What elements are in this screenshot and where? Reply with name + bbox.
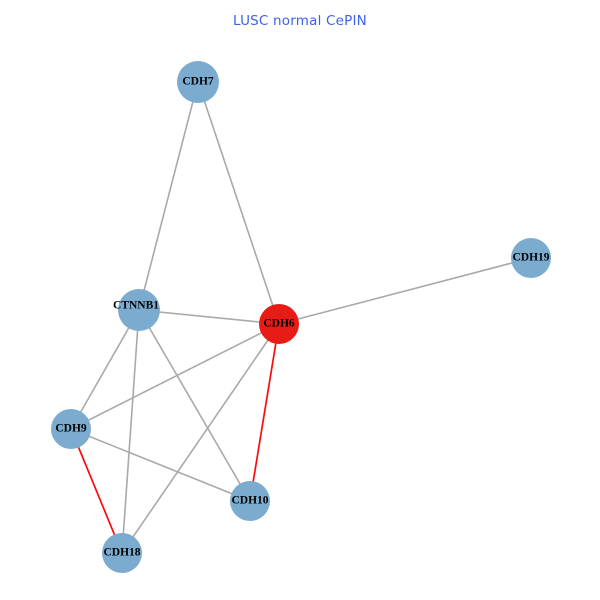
node-circle-cdh18[interactable]	[102, 533, 142, 573]
node-circle-cdh19[interactable]	[511, 238, 551, 278]
node-cdh10[interactable]: CDH10	[230, 481, 270, 521]
node-circle-cdh7[interactable]	[177, 61, 219, 103]
node-circle-cdh9[interactable]	[51, 409, 91, 449]
edge-cdh7-cdh6	[197, 81, 280, 325]
node-label-ctnnb1: CTNNB1	[113, 300, 159, 312]
page-title: LUSC normal CePIN	[233, 13, 367, 29]
node-ctnnb1[interactable]: CTNNB1	[113, 289, 160, 331]
node-cdh6[interactable]: CDH6	[259, 304, 299, 344]
edge-cdh6-cdh18	[121, 323, 280, 554]
node-cdh18[interactable]: CDH18	[102, 533, 142, 573]
edge-cdh6-cdh9	[70, 323, 280, 430]
edge-cdh6-cdh19	[278, 257, 532, 325]
node-label-cdh7: CDH7	[182, 76, 214, 88]
node-label-cdh19: CDH19	[512, 252, 549, 264]
node-label-cdh18: CDH18	[103, 547, 140, 559]
edges-layer	[70, 81, 532, 554]
node-circle-cdh6[interactable]	[259, 304, 299, 344]
node-cdh9[interactable]: CDH9	[51, 409, 91, 449]
node-label-cdh10: CDH10	[231, 495, 268, 507]
edge-ctnnb1-cdh6	[138, 309, 280, 325]
node-label-cdh9: CDH9	[55, 423, 87, 435]
node-cdh19[interactable]: CDH19	[511, 238, 551, 278]
node-circle-cdh10[interactable]	[230, 481, 270, 521]
edge-cdh9-cdh18	[70, 428, 123, 554]
node-cdh7[interactable]: CDH7	[177, 61, 219, 103]
nodes-layer: CDH7 CDH19 CTNNB1 CDH6 CDH9 CDH10 CDH18	[51, 61, 551, 573]
edge-cdh6-cdh10	[249, 323, 280, 502]
edge-ctnnb1-cdh18	[121, 309, 140, 554]
edge-cdh7-ctnnb1	[138, 81, 199, 311]
node-circle-ctnnb1[interactable]	[118, 289, 160, 331]
node-label-cdh6: CDH6	[263, 318, 295, 330]
edge-ctnnb1-cdh10	[138, 309, 251, 502]
edge-ctnnb1-cdh9	[70, 309, 140, 430]
edge-cdh9-cdh10	[70, 428, 251, 502]
